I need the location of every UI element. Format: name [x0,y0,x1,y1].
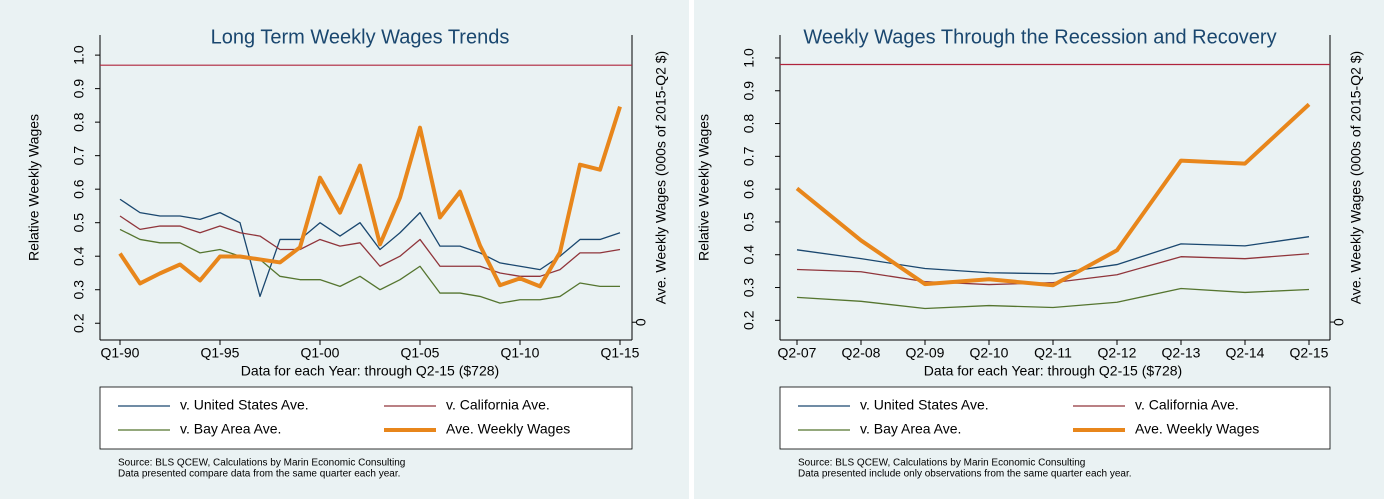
x-tick-label: Q1-90 [101,345,140,361]
y-tick-label: 0.8 [71,112,87,132]
y2-tick-label: 0 [633,318,649,326]
y-axis-label: Relative Weekly Wages [696,114,712,261]
legend-box [99,386,633,450]
series-line [119,215,621,277]
note: Data presented include only observations… [798,469,1132,480]
y-tick-label: 0.9 [741,81,757,101]
series-line [796,287,1310,310]
y-tick-label: 0.3 [741,278,757,298]
y-tick-label: 0.8 [741,114,757,134]
y-axis-label: Relative Weekly Wages [26,114,42,261]
chart-title: Weekly Wages Through the Recession and R… [803,26,1276,48]
x-tick-label: Q1-00 [301,345,340,361]
note: Data presented compare data from the sam… [118,469,400,480]
legend-label: v. Bay Area Ave. [180,421,281,437]
x-tick-label: Q2-15 [1290,345,1329,361]
x-axis-label: Data for each Year: through Q2-15 ($728) [241,363,499,379]
legend-box [779,386,1331,450]
x-tick-label: Q1-95 [201,345,240,361]
x-tick-label: Q1-10 [501,345,540,361]
y-tick-label: 1.0 [71,45,87,65]
series-line [795,102,1311,288]
y-tick-label: 0.9 [71,79,87,99]
y2-axis-label: Ave. Weekly Wages (000s of 2015-Q2 $) [653,51,669,304]
note: Source: BLS QCEW, Calculations by Marin … [798,458,1085,469]
y2-axis-label: Ave. Weekly Wages (000s of 2015-Q2 $) [1348,51,1364,304]
series-line [796,236,1310,275]
x-tick-label: Q2-10 [970,345,1009,361]
y-tick-label: 0.3 [71,280,87,300]
note: Source: BLS QCEW, Calculations by Marin … [118,458,405,469]
series-line [119,228,620,304]
chart-title: Long Term Weekly Wages Trends [211,26,510,48]
legend-label: v. California Ave. [446,397,550,413]
x-tick-label: Q2-08 [842,345,881,361]
x-tick-label: Q1-05 [401,345,440,361]
x-tick-label: Q2-07 [778,345,817,361]
legend-label: v. Bay Area Ave. [860,421,961,437]
x-tick-label: Q2-14 [1226,345,1265,361]
legend-label: Ave. Weekly Wages [1135,421,1259,437]
y-tick-label: 0.2 [741,310,757,330]
y-tick-label: 0.5 [71,213,87,233]
series-line [118,106,622,289]
y-tick-label: 0.6 [71,179,87,199]
y2-tick-label: 0 [1331,318,1347,326]
y-tick-label: 0.7 [741,146,757,166]
y-tick-label: 0.5 [741,212,757,232]
y-tick-label: 0.2 [71,313,87,333]
legend-label: v. United States Ave. [180,397,309,413]
legend-label: v. United States Ave. [860,397,989,413]
y-tick-label: 1.0 [741,48,757,68]
legend-label: v. California Ave. [1135,397,1239,413]
x-axis-label: Data for each Year: through Q2-15 ($728) [924,363,1182,379]
x-tick-label: Q1-15 [601,345,640,361]
x-tick-label: Q2-09 [906,345,945,361]
x-tick-label: Q2-11 [1034,345,1072,361]
y-tick-label: 0.4 [741,245,757,265]
legend-label: Ave. Weekly Wages [446,421,570,437]
y-tick-label: 0.4 [71,246,87,266]
x-tick-label: Q2-13 [1162,345,1201,361]
y-tick-label: 0.7 [71,146,87,166]
series-line [119,198,621,298]
series-line [796,253,1310,286]
y-tick-label: 0.6 [741,179,757,199]
x-tick-label: Q2-12 [1098,345,1137,361]
